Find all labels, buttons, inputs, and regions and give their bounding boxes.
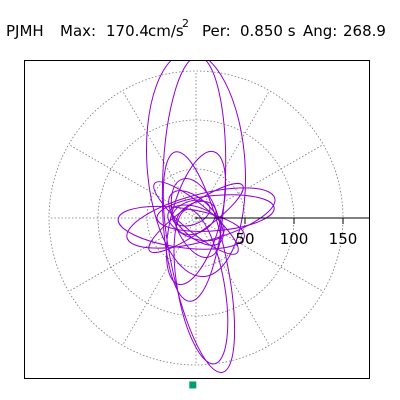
trace-loop-5 <box>153 181 239 255</box>
motion-trace <box>117 61 276 373</box>
trace-loop-6 <box>148 183 244 253</box>
trace-loop-12 <box>167 204 225 242</box>
grid-spoke-300 <box>195 217 270 346</box>
max-marker-group <box>189 381 197 389</box>
grid-spoke-30 <box>195 144 324 219</box>
grid-spoke-150 <box>68 144 197 219</box>
radial-tick-label-100: 100 <box>280 230 309 248</box>
trace-loop-11 <box>168 190 224 246</box>
trace-loop-1 <box>162 151 236 373</box>
grid-spoke-120 <box>122 90 197 219</box>
plot-frame <box>24 60 370 379</box>
max-unit-exponent: 2 <box>182 17 189 30</box>
station-code: PJMH <box>6 22 44 40</box>
trace-loop-14 <box>171 199 211 227</box>
period-label: Per: <box>202 22 231 40</box>
grid-spoke-210 <box>68 217 197 292</box>
max-marker <box>189 381 197 389</box>
period-value: 0.850 s <box>240 22 296 40</box>
radial-tick-label-50: 50 <box>235 230 254 248</box>
trace-loop-10 <box>165 150 227 286</box>
grid-spoke-240 <box>122 217 197 346</box>
max-value: 170.4 <box>106 22 149 40</box>
trace-loop-3 <box>145 61 247 278</box>
radial-axis: 50 100 150 <box>196 217 369 248</box>
trace-loop-8 <box>156 194 275 232</box>
trace-loop-13 <box>175 200 217 236</box>
angle-label: Ang: <box>303 22 337 40</box>
angle-value: 268.9 <box>343 22 386 40</box>
radial-tick-label-150: 150 <box>329 230 358 248</box>
max-label: Max: <box>60 22 96 40</box>
max-unit: cm/s <box>148 22 184 40</box>
